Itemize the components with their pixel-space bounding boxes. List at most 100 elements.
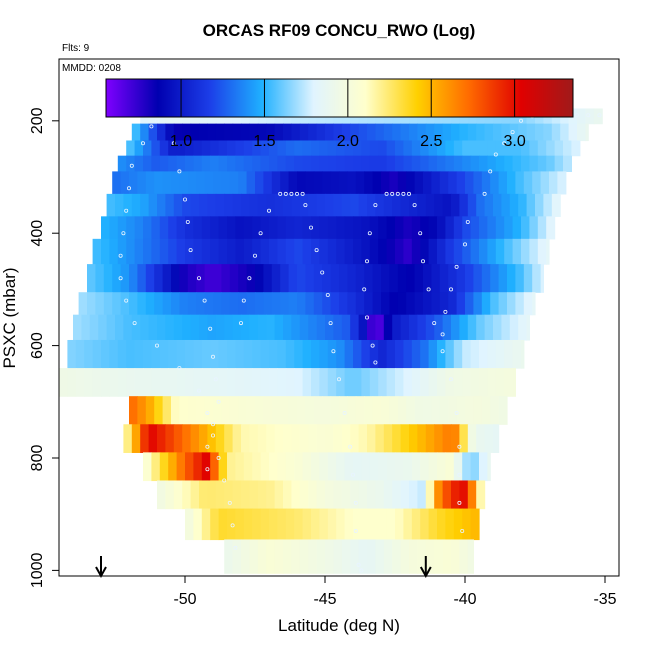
track-point xyxy=(121,231,126,236)
heatmap-cell xyxy=(173,123,183,142)
heatmap-cell xyxy=(173,480,183,510)
track-point xyxy=(294,191,299,196)
track-point xyxy=(205,410,210,415)
heatmap-cell xyxy=(501,314,511,341)
heatmap-cell xyxy=(434,424,444,453)
heatmap-cell xyxy=(383,480,393,510)
heatmap-cell xyxy=(439,396,449,425)
heatmap-cell xyxy=(75,339,85,369)
heatmap-cell xyxy=(171,396,180,425)
heatmap-cell xyxy=(168,238,178,265)
heatmap-cell xyxy=(523,292,533,316)
track-point xyxy=(488,169,493,174)
heatmap-cell xyxy=(459,193,469,217)
heatmap-cell xyxy=(493,123,502,142)
heatmap-cell xyxy=(509,193,519,217)
heatmap-cell xyxy=(129,396,138,425)
heatmap-cell xyxy=(115,193,124,217)
track-point xyxy=(205,467,210,472)
heatmap-cell xyxy=(266,424,276,453)
heatmap-cell xyxy=(283,539,292,574)
heatmap-cell xyxy=(229,292,239,316)
heatmap-cell xyxy=(406,171,416,195)
heatmap-cell xyxy=(224,424,234,453)
heatmap-cell xyxy=(232,424,242,453)
heatmap-cell xyxy=(185,368,194,397)
latitude-markers xyxy=(95,556,432,579)
heatmap-cell xyxy=(549,171,558,195)
heatmap-cell xyxy=(302,216,312,240)
heatmap-cell xyxy=(423,171,432,195)
heatmap-cell xyxy=(246,292,256,316)
heatmap-cell xyxy=(269,216,278,240)
heatmap-cell xyxy=(241,123,250,142)
heatmap-cell xyxy=(325,539,334,574)
heatmap-cell xyxy=(227,216,236,240)
track-point xyxy=(457,500,462,505)
heatmap-cell xyxy=(367,539,376,574)
heatmap-cell xyxy=(411,140,421,157)
heatmap-cell xyxy=(361,155,371,172)
heatmap-cell xyxy=(512,368,516,397)
heatmap-cell xyxy=(176,155,186,172)
heatmap-cell xyxy=(448,264,458,293)
track-point xyxy=(493,152,498,157)
heatmap-cell xyxy=(151,140,161,157)
heatmap-cell xyxy=(159,216,169,240)
heatmap-cell xyxy=(204,292,214,316)
heatmap-cell xyxy=(381,264,390,293)
track-point xyxy=(418,231,423,236)
heatmap-cell xyxy=(571,140,581,157)
heatmap-cell xyxy=(176,452,186,482)
heatmap-cell xyxy=(417,123,427,142)
track-point xyxy=(443,309,448,314)
heatmap-cell xyxy=(395,238,404,265)
heatmap-cell xyxy=(546,238,550,265)
heatmap-cell xyxy=(467,480,477,510)
heatmap-cell xyxy=(507,264,516,293)
heatmap-cell xyxy=(347,396,357,425)
heatmap-cell xyxy=(285,140,295,157)
heatmap-cell xyxy=(479,452,488,482)
heatmap-cell xyxy=(204,171,214,195)
heatmap-cell xyxy=(129,264,138,293)
heatmap-cell xyxy=(168,216,178,240)
heatmap-cell xyxy=(344,155,354,172)
track-point xyxy=(300,191,305,196)
heatmap-cell xyxy=(145,396,155,425)
heatmap-cell xyxy=(375,480,385,510)
heatmap-cell xyxy=(417,314,427,341)
heatmap-cell xyxy=(143,140,152,157)
heatmap-cell xyxy=(375,539,385,574)
heatmap-cell xyxy=(294,508,304,541)
heatmap-cell xyxy=(537,155,547,172)
heatmap-cell xyxy=(434,314,444,341)
heatmap-cell xyxy=(193,508,203,541)
heatmap-cell xyxy=(420,452,430,482)
heatmap-cell xyxy=(243,140,253,157)
heatmap-cell xyxy=(487,216,497,240)
heatmap-cell xyxy=(322,264,332,293)
heatmap-cell xyxy=(350,193,360,217)
flight-track xyxy=(118,113,602,573)
heatmap-cell xyxy=(336,155,346,172)
heatmap-cell xyxy=(333,539,343,574)
heatmap-cell xyxy=(260,238,270,265)
heatmap-cell xyxy=(347,171,357,195)
heatmap-cell xyxy=(311,508,320,541)
heatmap-cell xyxy=(165,480,175,510)
heatmap-cell xyxy=(409,480,418,510)
heatmap-cell xyxy=(140,424,150,453)
heatmap-cell xyxy=(255,264,264,293)
heatmap-cell xyxy=(134,216,144,240)
heatmap-cell xyxy=(529,140,539,157)
heatmap-cell xyxy=(117,238,127,265)
heatmap-cell xyxy=(131,424,141,453)
x-tick-label: -45 xyxy=(313,591,336,608)
heatmap-cell xyxy=(420,339,430,369)
heatmap-cell xyxy=(403,368,413,397)
heatmap-cell xyxy=(252,508,262,541)
heatmap-cell xyxy=(201,216,211,240)
heatmap-cell xyxy=(257,314,267,341)
heatmap-cell xyxy=(302,339,312,369)
